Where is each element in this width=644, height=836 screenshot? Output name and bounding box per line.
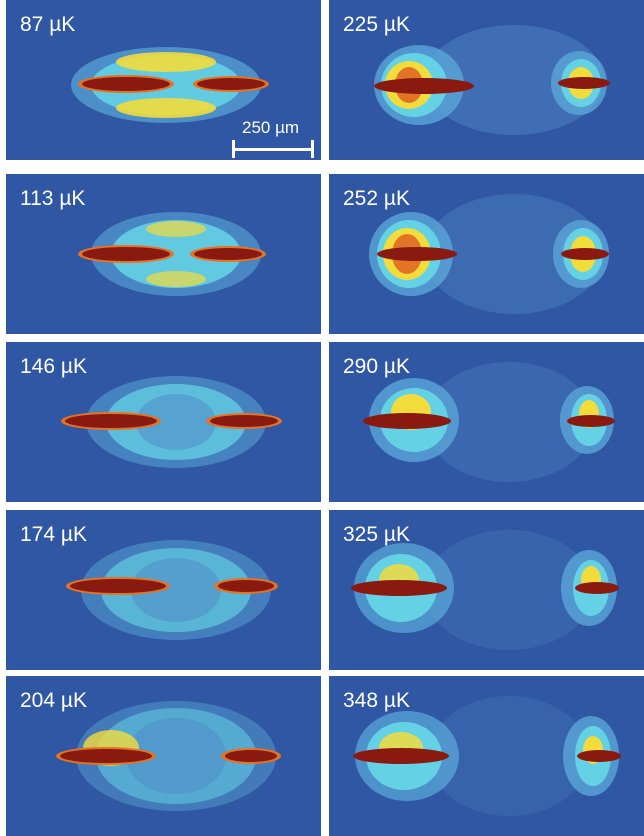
panel-174uK: 174 µK bbox=[6, 510, 321, 670]
panel-225uK: 225 µK bbox=[329, 0, 644, 160]
atom-cloud-image bbox=[351, 530, 619, 650]
scale-bar-line bbox=[232, 148, 314, 151]
atom-cloud-image bbox=[61, 376, 282, 468]
temperature-label: 348 µK bbox=[343, 689, 410, 712]
temperature-label: 113 µK bbox=[20, 187, 86, 210]
temperature-label: 225 µK bbox=[343, 13, 410, 36]
panel-290uK: 290 µK bbox=[329, 342, 644, 502]
panel-146uK: 146 µK bbox=[6, 342, 321, 502]
temperature-label: 252 µK bbox=[343, 187, 410, 210]
panel-252uK: 252 µK bbox=[329, 174, 644, 334]
temperature-label: 174 µK bbox=[20, 523, 87, 546]
atom-cloud-image bbox=[56, 701, 281, 811]
temperature-label: 87 µK bbox=[20, 13, 76, 36]
atom-cloud-image bbox=[78, 212, 266, 296]
panel-113uK: 113 µK bbox=[6, 174, 321, 334]
temperature-label: 146 µK bbox=[20, 355, 87, 378]
scale-bar-tick-left bbox=[232, 140, 235, 158]
scale-bar-label: 250 µm bbox=[242, 118, 300, 137]
temperature-label: 325 µK bbox=[343, 523, 410, 546]
temperature-label: 204 µK bbox=[20, 689, 87, 712]
panel-348uK: 348 µK bbox=[329, 676, 644, 836]
scale-bar-tick-right bbox=[311, 140, 314, 158]
atom-cloud-image bbox=[71, 47, 269, 123]
atom-cloud-image bbox=[66, 540, 278, 640]
panel-204uK: 204 µK bbox=[6, 676, 321, 836]
atom-cloud-image bbox=[369, 194, 609, 314]
temperature-label: 290 µK bbox=[343, 355, 410, 378]
scale-bar: 250 µm bbox=[232, 118, 320, 158]
atom-cloud-image bbox=[353, 696, 621, 816]
panel-325uK: 325 µK bbox=[329, 510, 644, 670]
atom-cloud-image bbox=[363, 362, 615, 482]
panel-87uK: 87 µK 250 µm bbox=[6, 0, 321, 160]
atom-cloud-image bbox=[374, 25, 610, 135]
